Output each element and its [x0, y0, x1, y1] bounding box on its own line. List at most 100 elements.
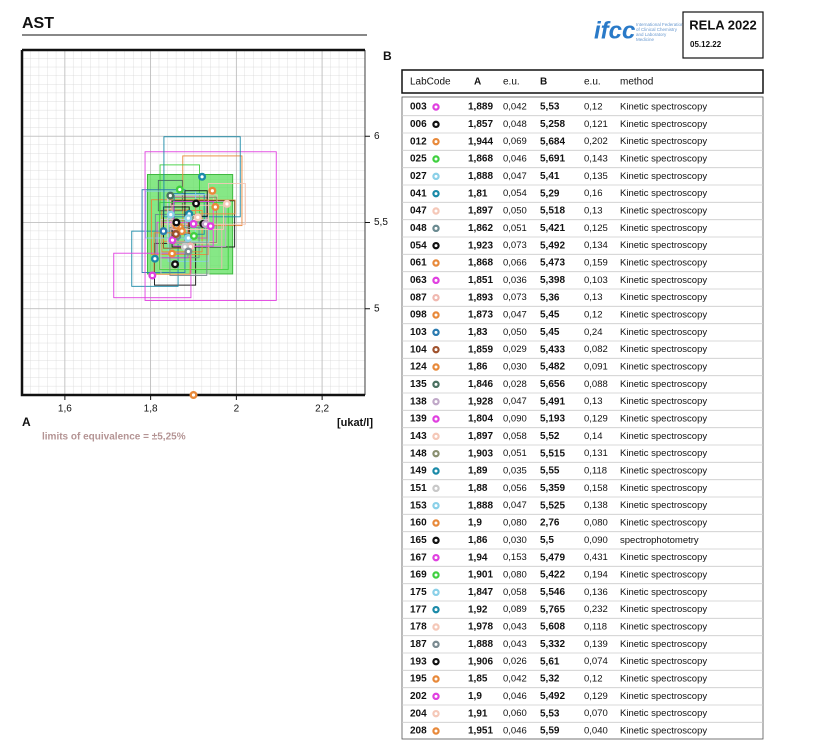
- cell-b: 5,32: [540, 674, 560, 685]
- point: [189, 231, 198, 240]
- date: 05.12.22: [690, 40, 722, 49]
- cell-b: 5,518: [540, 206, 565, 217]
- cell-a: 1,857: [468, 119, 493, 130]
- cell-eu-b: 0,16: [584, 188, 603, 199]
- cell-a: 1,804: [468, 414, 493, 425]
- cell-b: 5,684: [540, 136, 565, 147]
- cell-a: 1,846: [468, 379, 493, 390]
- labcode: 143: [410, 431, 427, 442]
- footnote: limits of equivalence = ±5,25%: [42, 432, 186, 443]
- cell-eu-b: 0,158: [584, 483, 608, 494]
- cell-eu-b: 0,088: [584, 379, 608, 390]
- cell-eu-a: 0,030: [503, 362, 527, 373]
- cell-method: Kinetic spectroscopy: [620, 240, 707, 251]
- point: [177, 227, 186, 236]
- row-marker: [432, 189, 440, 198]
- cell-b: 5,193: [540, 414, 565, 425]
- cell-a: 1,88: [468, 483, 488, 494]
- cell-a: 1,873: [468, 310, 493, 321]
- cell-eu-a: 0,056: [503, 483, 527, 494]
- cell-a: 1,847: [468, 587, 493, 598]
- cell-method: Kinetic spectroscopy: [620, 518, 707, 529]
- point: [198, 172, 207, 181]
- cell-eu-b: 0,12: [584, 674, 603, 685]
- cell-b: 5,5: [540, 535, 554, 546]
- point: [175, 185, 184, 194]
- cell-b: 5,332: [540, 639, 565, 650]
- point: [189, 219, 198, 228]
- cell-eu-b: 0,091: [584, 362, 608, 373]
- labcode: 153: [410, 500, 427, 511]
- logo-caption-box: International Federation of Clinical Che…: [636, 22, 684, 42]
- cell-eu-a: 0,060: [503, 708, 527, 719]
- cell-eu-b: 0,129: [584, 691, 608, 702]
- row-marker: [432, 328, 440, 337]
- labcode: 160: [410, 518, 427, 529]
- row-marker: [432, 432, 440, 441]
- row-marker: [432, 657, 440, 666]
- row-marker: [432, 675, 440, 683]
- logo: ifcc: [594, 17, 635, 44]
- cell-a: 1,86: [468, 535, 488, 546]
- cell-eu-b: 0,139: [584, 639, 608, 650]
- labcode: 047: [410, 206, 427, 217]
- row-marker: [432, 727, 440, 735]
- cell-eu-a: 0,035: [503, 466, 527, 477]
- x-tick-label: 2: [234, 404, 240, 415]
- cell-b: 5,608: [540, 622, 565, 633]
- cell-a: 1,862: [468, 223, 493, 234]
- cell-a: 1,903: [468, 448, 493, 459]
- column-header: method: [620, 77, 653, 88]
- labcode: 175: [410, 587, 427, 598]
- cell-eu-a: 0,046: [503, 726, 527, 737]
- cell-eu-b: 0,159: [584, 258, 608, 269]
- cell-eu-a: 0,047: [503, 171, 527, 182]
- cell-eu-b: 0,131: [584, 448, 608, 459]
- row-marker: [432, 415, 440, 423]
- column-header: A: [474, 77, 481, 88]
- row-marker: [432, 553, 440, 562]
- cell-eu-a: 0,069: [503, 136, 527, 147]
- cell-eu-a: 0,051: [503, 448, 527, 459]
- cell-b: 5,41: [540, 171, 560, 182]
- uncertainty-box: [208, 183, 246, 225]
- cell-eu-b: 0,13: [584, 292, 603, 303]
- uncertainty-box: [159, 681, 228, 709]
- cell-eu-b: 0,202: [584, 136, 608, 147]
- cell-method: Kinetic spectroscopy: [620, 223, 707, 234]
- point: [192, 199, 201, 208]
- cell-eu-b: 0,194: [584, 570, 608, 581]
- cell-eu-b: 0,13: [584, 206, 603, 217]
- cell-b: 5,359: [540, 483, 565, 494]
- logo-caption: International Federation of Clinical Che…: [636, 22, 684, 42]
- row-marker: [432, 501, 440, 510]
- cell-b: 5,482: [540, 362, 565, 373]
- cell-eu-a: 0,047: [503, 396, 527, 407]
- cell-b: 5,59: [540, 726, 560, 737]
- point: [184, 214, 193, 223]
- row-marker: [432, 536, 440, 545]
- cell-b: 5,656: [540, 379, 565, 390]
- cell-b: 5,433: [540, 344, 565, 355]
- cell-a: 1,888: [468, 500, 493, 511]
- cell-method: Kinetic spectroscopy: [620, 154, 707, 165]
- labcode: 027: [410, 171, 427, 182]
- cell-method: Kinetic spectroscopy: [620, 726, 707, 737]
- labcode: 202: [410, 691, 427, 702]
- cell-eu-a: 0,046: [503, 154, 527, 165]
- row-marker: [432, 588, 440, 597]
- row-marker: [432, 484, 440, 493]
- labcode: 054: [410, 240, 427, 251]
- y-tick-label: 5: [374, 303, 380, 314]
- cell-b: 5,479: [540, 552, 565, 563]
- cell-a: 1,81: [468, 188, 488, 199]
- row-marker: [432, 467, 440, 475]
- cell-eu-a: 0,036: [503, 275, 527, 286]
- row-marker: [432, 709, 440, 718]
- cell-eu-b: 0,070: [584, 708, 608, 719]
- cell-eu-b: 0,138: [584, 500, 608, 511]
- cell-eu-a: 0,028: [503, 379, 527, 390]
- point: [168, 249, 177, 258]
- cell-method: Kinetic spectroscopy: [620, 708, 707, 719]
